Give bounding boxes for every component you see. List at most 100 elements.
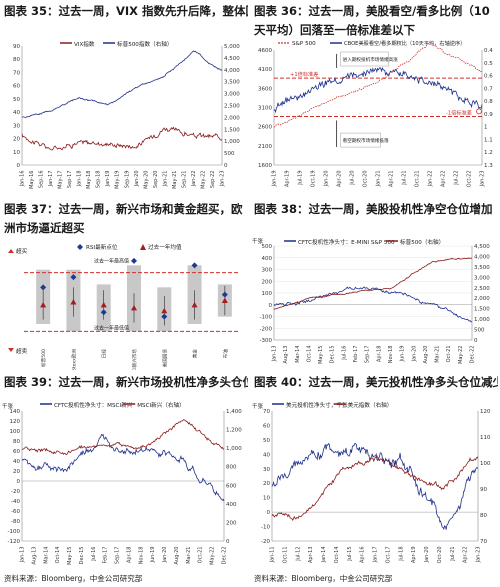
rsi-latest-point	[221, 291, 228, 298]
y-tick-label-right: 1.3	[484, 163, 493, 169]
y-tick-label-right: 500	[224, 151, 235, 157]
x-tick-label: Jan-14	[321, 547, 327, 564]
y-tick-label-right: 500	[474, 328, 485, 334]
y-tick-label-left: 4600	[258, 48, 272, 54]
y-tick-label-right: 0.9	[484, 112, 493, 118]
chart-panel-38: 图表 38：过去一周，美股投机性净空仓位增加 CFTC投机性净头寸：E-MINI…	[250, 198, 500, 370]
x-tick-label: Jan-16	[20, 171, 26, 188]
chart-title: 图表 38：过去一周，美股投机性净空仓位增加	[254, 202, 493, 216]
y-tick-label-left: 100	[262, 291, 273, 297]
oversold-arrow	[8, 348, 14, 352]
x-tick-label: Jan-11	[270, 547, 276, 564]
x-tick-label: May-22	[200, 171, 206, 189]
y-tick-label-left: 40	[263, 452, 270, 458]
x-tick-label: Oct-20	[363, 171, 369, 188]
unit-label: 千张	[252, 402, 264, 410]
rsi-latest-point	[70, 274, 77, 281]
y-tick-label-right: 2,500	[474, 286, 490, 292]
x-tick-label: Jan-23	[220, 171, 226, 188]
x-tick-label: Jan-20	[411, 346, 417, 363]
y-tick-label-right: 3,000	[474, 275, 490, 281]
y-tick-label-left: 20	[13, 469, 20, 475]
x-tick-label: Oct-14	[306, 346, 312, 363]
chart-title: 图表 36：过去一周，美股看空/看多比例（10 天平均）回落至一倍标准差以下	[254, 4, 490, 37]
y-tick-label-right: 1,000	[224, 139, 240, 145]
y-tick-label-right: 1,000	[226, 446, 242, 452]
x-tick-label: Dec-22	[470, 346, 476, 364]
category-label: Stoxx欧洲	[70, 349, 77, 370]
y-tick-label-left: 60	[13, 84, 20, 90]
chart-panel-39: 图表 39：过去一周，新兴市场投机性净多头仓位骤降 CFTC投机性净头寸：MSC…	[0, 371, 250, 571]
y-tick-label-right: 2,500	[224, 104, 240, 110]
x-tick-label: Apr-18	[376, 346, 382, 363]
x-tick-label: Jan-21	[376, 171, 382, 188]
y-tick-label-left: 70	[13, 70, 20, 76]
rsi-latest-point	[40, 284, 47, 291]
y-tick-label-left: 200	[262, 279, 273, 285]
y-tick-label-left: 0	[17, 163, 21, 169]
rsi-latest-point	[191, 262, 198, 269]
x-tick-label: Mar-21	[186, 547, 192, 564]
y-tick-label-left: 100	[10, 429, 21, 435]
x-tick-label: Jul-16	[341, 346, 347, 361]
category-label: 标普500	[40, 349, 47, 367]
legend-label: CFTC投机性净头寸：MSCI新兴	[54, 401, 133, 409]
x-tick-label: Feb-17	[353, 346, 359, 363]
oversold-label: 超卖	[16, 347, 28, 355]
y-tick-label-left: -60	[11, 509, 20, 515]
x-tick-label: Sep-22	[210, 171, 216, 189]
y-tick-label-left: 70	[263, 409, 270, 415]
y-tick-label-right: 4,500	[474, 244, 490, 250]
x-tick-label: Jan-20	[324, 171, 330, 188]
y-tick-label-left: 3600	[258, 86, 272, 92]
y-tick-label-left: 0	[17, 479, 21, 485]
y-tick-label-left: 10	[13, 150, 20, 156]
x-tick-label: Sep-17	[365, 346, 371, 364]
y-tick-label-right: 1,500	[474, 307, 490, 313]
callout-text-upper: 进入期权投机市场情绪高涨	[343, 56, 399, 63]
y-tick-label-left: 30	[263, 467, 270, 473]
y-tick-label-left: 80	[13, 57, 20, 63]
x-tick-label: Aug-20	[174, 547, 180, 565]
y-tick-label-right: 600	[226, 483, 237, 489]
x-tick-label: Jan-22	[428, 171, 434, 188]
y-tick-label-left: 50	[13, 97, 20, 103]
y-tick-label-right: 100	[480, 461, 491, 467]
chart-panel-40: 图表 40：过去一周，美元投机性净多头仓位减少 美元投机性净头寸，千张 美元指数（…	[250, 371, 500, 571]
y-tick-label-right: 0.7	[484, 86, 493, 92]
x-tick-label: Dec-22	[222, 547, 228, 565]
series-line-2	[273, 257, 473, 310]
legend-label: 美元指数（右轴）	[348, 401, 393, 409]
y-tick-label-left: 4100	[258, 67, 272, 73]
x-tick-label: Jan-19	[272, 171, 278, 188]
x-tick-label: Jan-21	[162, 171, 168, 188]
x-tick-label: Oct-20	[437, 547, 443, 564]
x-tick-label: Oct-21	[198, 547, 204, 564]
x-tick-label: Jul-22	[454, 171, 460, 186]
x-tick-label: Jan-19	[105, 171, 111, 188]
chart-panel-36: 图表 36：过去一周，美股看空/看多比例（10 天平均）回落至一倍标准差以下 S…	[250, 0, 500, 197]
x-tick-label: Sep-17	[115, 547, 121, 565]
source-note-left: 资料来源：Bloomberg，中金公司研究部	[4, 574, 143, 583]
source-note-right: 资料来源：Bloomberg，中金公司研究部	[254, 574, 393, 583]
y-tick-label-left: -20	[11, 489, 20, 495]
y-tick-label-right: 4,000	[474, 254, 490, 260]
y-tick-label-left: 50	[263, 438, 270, 444]
upper-line-label: 过去一年最高值	[94, 258, 129, 265]
latest-point-marker	[476, 108, 482, 115]
y-tick-label-left: 60	[263, 423, 270, 429]
series-line-1	[271, 442, 479, 531]
y-tick-label-right: 0	[224, 163, 228, 169]
chart-title: 图表 40：过去一周，美元投机性净多头仓位减少	[254, 375, 498, 389]
x-tick-label: May-21	[172, 171, 178, 189]
x-tick-label: Jul-21	[450, 547, 456, 562]
chart-title: 图表 39：过去一周，新兴市场投机性净多头仓位骤降	[4, 375, 248, 389]
x-tick-label: Jan-13	[272, 346, 278, 363]
callout-box	[340, 132, 381, 148]
callout-box	[340, 51, 389, 67]
y-tick-label-right: 400	[226, 502, 237, 508]
chart-panel-37: 图表 37：过去一周，新兴市场和黄金超买，欧洲市场逼近超买 RSI最新点位 过去一…	[0, 198, 250, 370]
x-tick-label: Feb-17	[103, 547, 109, 564]
legend-label: 过去一年均值	[148, 243, 182, 251]
series-line-2	[273, 66, 483, 114]
